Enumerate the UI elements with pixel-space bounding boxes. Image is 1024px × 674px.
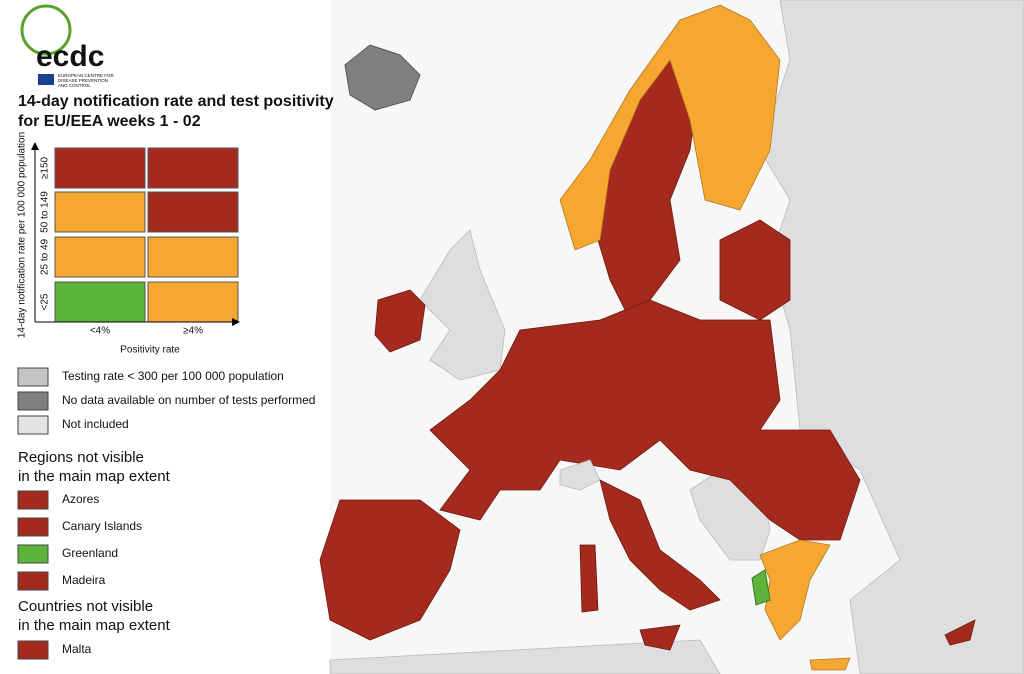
matrix-cell xyxy=(147,191,239,233)
legend-swatch xyxy=(17,391,49,411)
x-arrow xyxy=(232,318,240,326)
title: for EU/EEA weeks 1 - 02 xyxy=(18,113,201,130)
logo-name: DISEASE PREVENTION xyxy=(58,78,108,83)
row-label: 50 to 149 xyxy=(40,191,51,233)
legend-swatch xyxy=(17,640,49,660)
map xyxy=(319,0,1024,674)
x-axis-label: Positivity rate xyxy=(120,345,180,356)
matrix-cell xyxy=(147,147,239,189)
matrix-cell xyxy=(147,281,239,323)
section-title: Countries not visible xyxy=(18,598,153,615)
matrix-cell xyxy=(54,191,146,233)
row-label: <25 xyxy=(40,293,51,310)
eu-flag xyxy=(38,74,54,85)
legend-swatch xyxy=(17,517,49,537)
section-title: in the main map extent xyxy=(18,468,171,485)
legend-label: Testing rate < 300 per 100 000 populatio… xyxy=(62,369,284,383)
legend-label: Madeira xyxy=(62,573,106,587)
legend-label: Malta xyxy=(62,642,92,656)
column-label: <4% xyxy=(90,326,110,337)
legend-swatch xyxy=(17,571,49,591)
section-title: Regions not visible xyxy=(18,449,144,466)
legend-swatch xyxy=(17,415,49,435)
column-label: ≥4% xyxy=(183,326,203,337)
legend-swatch xyxy=(17,367,49,387)
matrix-cell xyxy=(54,147,146,189)
logo-acronym: ecdc xyxy=(36,40,104,73)
row-label: 25 to 49 xyxy=(40,238,51,275)
logo-name: EUROPEAN CENTRE FOR xyxy=(58,73,115,78)
row-label: ≥150 xyxy=(40,156,51,179)
title: 14-day notification rate and test positi… xyxy=(18,93,334,110)
matrix-cell xyxy=(54,236,146,278)
logo-name: AND CONTROL xyxy=(58,83,91,88)
section-title: in the main map extent xyxy=(18,617,171,634)
legend-label: Greenland xyxy=(62,546,118,560)
y-axis-label: 14-day notification rate per 100 000 pop… xyxy=(17,132,28,338)
legend-label: No data available on number of tests per… xyxy=(62,393,315,407)
legend-label: Canary Islands xyxy=(62,519,142,533)
logo-globe xyxy=(20,4,72,56)
legend-label: Azores xyxy=(62,492,99,506)
legend-swatch xyxy=(17,544,49,564)
legend-swatch xyxy=(17,490,49,510)
legend-label: Not included xyxy=(62,417,129,431)
matrix-cell xyxy=(147,236,239,278)
matrix-cell xyxy=(54,281,146,323)
y-arrow xyxy=(31,142,39,150)
